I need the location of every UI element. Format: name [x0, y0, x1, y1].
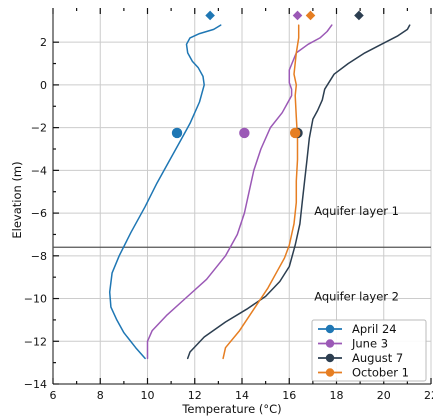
circle-marker-1	[239, 127, 250, 139]
series-line-2	[186, 24, 411, 360]
x-tick-label: 22	[424, 389, 433, 402]
legend-label: August 7	[352, 351, 403, 365]
diamond-marker-0	[205, 10, 215, 21]
series-line-1	[146, 24, 333, 360]
legend-entry: April 24	[318, 322, 397, 336]
x-tick-label: 20	[377, 389, 391, 402]
annotation-label: Aquifer layer 2	[314, 289, 399, 303]
y-tick-label: −2	[31, 122, 47, 135]
y-tick-label: 0	[40, 79, 47, 92]
y-tick-label: −14	[24, 378, 47, 391]
legend-marker	[325, 324, 335, 334]
legend-entry: August 7	[318, 351, 403, 365]
diamond-marker-1	[292, 10, 303, 21]
legend-entry: October 1	[318, 366, 409, 380]
legend-label: October 1	[352, 366, 409, 380]
x-tick-label: 14	[235, 389, 249, 402]
y-tick-label: −10	[24, 293, 47, 306]
series-line-3	[222, 24, 300, 360]
y-tick-label: −12	[24, 335, 47, 348]
y-axis-title: Elevation (m)	[10, 161, 24, 238]
y-tick-label: −6	[31, 207, 47, 220]
annotation-label: Aquifer layer 1	[314, 204, 399, 218]
legend-box	[311, 319, 427, 382]
series-lines	[108, 24, 411, 360]
markers	[171, 10, 364, 139]
diamond-marker-3	[354, 10, 364, 21]
legend-marker	[325, 368, 335, 377]
legend-entry: June 3	[318, 337, 388, 351]
x-axis-title: Temperature (°C)	[181, 402, 281, 416]
legend-label: April 24	[352, 322, 397, 336]
annotations: Aquifer layer 1 Aquifer layer 2	[314, 204, 399, 303]
circle-marker-3	[289, 127, 301, 139]
axes: 6 8 10 12 14 16 18 20 22 −14 −12 −10 −8 −6 −4 −2 0 2 Tempe…	[10, 8, 433, 416]
y-tick-label: −4	[31, 164, 47, 177]
legend-marker	[325, 353, 335, 363]
x-tick-label: 12	[188, 389, 202, 402]
x-tick-label: 16	[282, 389, 296, 402]
x-tick-label: 6	[50, 389, 57, 402]
series-line-0	[108, 24, 222, 360]
x-tick-label: 18	[330, 389, 344, 402]
y-tick-label: −8	[31, 250, 47, 263]
y-tick-label: 2	[40, 36, 47, 49]
diamond-marker-2	[305, 10, 316, 21]
legend-label: June 3	[351, 337, 388, 351]
x-tick-label: 8	[97, 389, 104, 402]
circle-marker-0	[171, 127, 183, 139]
x-tick-label: 10	[141, 389, 155, 402]
legend-marker	[325, 339, 335, 348]
